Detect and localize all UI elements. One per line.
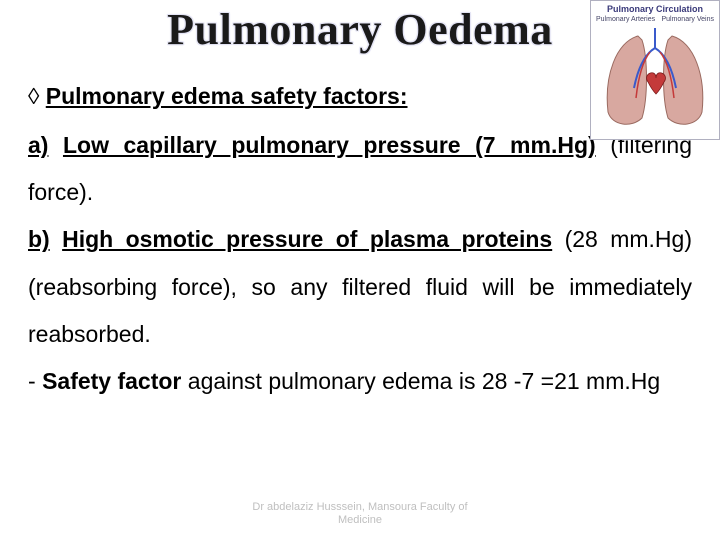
footer-line-2: Medicine [0,514,720,528]
heading-text: Pulmonary edema safety factors: [46,83,408,109]
slide-footer: Dr abdelaziz Husssein, Mansoura Faculty … [0,501,720,529]
item-b-label: b) [28,226,50,252]
footer-line-1: Dr abdelaziz Husssein, Mansoura Faculty … [0,501,720,515]
left-lung-shape [607,36,646,124]
right-lung-shape [664,36,703,124]
safety-factor-line: - Safety factor against pulmonary edema … [28,358,692,405]
lungs-icon [598,28,712,132]
diagram-left-label: Pulmonary Arteries [596,16,655,23]
heading-bullet: ◊ [28,83,39,109]
slide-title: Pulmonary Oedema [80,4,640,55]
item-b: b) High osmotic pressure of plasma prote… [28,216,692,357]
diagram-labels: Pulmonary Arteries Pulmonary Veins [590,16,720,23]
diagram-caption: Pulmonary Circulation [590,4,720,14]
safety-prefix: - [28,368,42,394]
diagram-right-label: Pulmonary Veins [661,16,714,23]
item-b-lead: High osmotic pressure of plasma proteins [62,226,552,252]
safety-rest: against pulmonary edema is 28 -7 =21 mm.… [181,368,660,394]
item-a-label: a) [28,132,48,158]
heart-icon [647,73,666,94]
pulmonary-circulation-diagram: Pulmonary Circulation Pulmonary Arteries… [590,0,720,140]
slide: Pulmonary Oedema Pulmonary Circulation P… [0,0,720,540]
safety-bold: Safety factor [42,368,181,394]
item-a-lead: Low capillary pulmonary pressure (7 mm.H… [63,132,596,158]
